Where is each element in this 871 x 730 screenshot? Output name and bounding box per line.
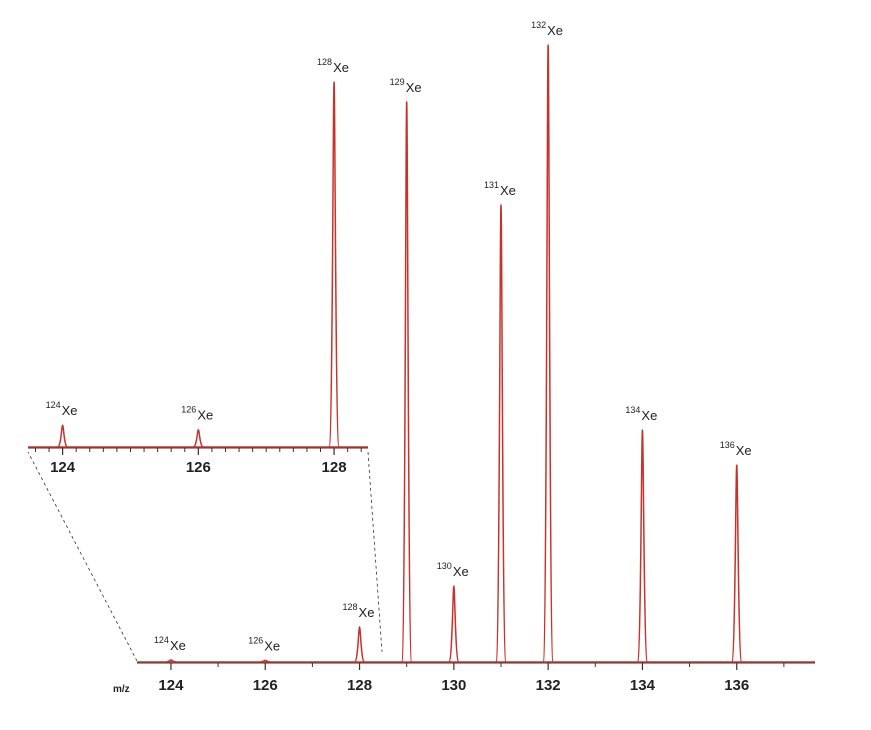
x-tick-label: 130 — [441, 677, 466, 694]
peak — [56, 424, 69, 448]
zoom-line — [367, 451, 383, 653]
peak-label-mass: 128 — [317, 57, 332, 67]
zoom-line — [27, 451, 138, 662]
peak — [495, 203, 507, 663]
peak-label-symbol: Xe — [547, 23, 563, 38]
peak-label-symbol: Xe — [333, 60, 349, 75]
peak-label-mass: 129 — [390, 77, 405, 87]
peak-label-symbol: Xe — [406, 80, 422, 95]
x-tick-label: 124 — [50, 459, 76, 476]
peak-label-symbol: Xe — [197, 408, 213, 423]
peak-label-symbol: Xe — [736, 443, 752, 458]
peak — [192, 428, 204, 448]
peak-label-mass: 126 — [248, 635, 263, 645]
x-tick-label: 128 — [347, 677, 372, 694]
x-axis-label: m/z — [113, 684, 130, 695]
x-tick-label: 134 — [630, 677, 656, 694]
peak — [400, 100, 413, 663]
peak — [542, 44, 554, 663]
peak — [448, 585, 460, 663]
peak — [328, 81, 340, 448]
peak-label-mass: 128 — [343, 602, 358, 612]
peak — [730, 464, 743, 663]
x-tick-label: 126 — [186, 459, 211, 476]
x-tick-label: 126 — [253, 677, 278, 694]
x-tick-label: 128 — [322, 459, 347, 476]
peak-label-mass: 124 — [154, 635, 169, 645]
peak-label-symbol: Xe — [641, 408, 657, 423]
peak-label-symbol: Xe — [359, 605, 375, 620]
x-tick-label: 136 — [724, 677, 749, 694]
peak-label-symbol: Xe — [62, 403, 78, 418]
peak — [165, 659, 176, 663]
peak-label-mass: 126 — [181, 405, 196, 415]
peak-label-symbol: Xe — [264, 638, 280, 653]
x-tick-label: 124 — [158, 677, 184, 694]
peak-label-symbol: Xe — [170, 638, 186, 653]
peak-label-mass: 134 — [625, 405, 640, 415]
peak-label-symbol: Xe — [500, 183, 516, 198]
peak — [636, 429, 649, 663]
peak — [353, 626, 366, 663]
peak-label-symbol: Xe — [453, 564, 469, 579]
x-tick-label: 132 — [536, 677, 561, 694]
peak-label-mass: 130 — [437, 561, 452, 571]
peak-label-mass: 131 — [484, 180, 499, 190]
peak-label-mass: 124 — [46, 400, 61, 410]
peak-label-mass: 136 — [720, 440, 735, 450]
peak-label-mass: 132 — [531, 20, 546, 30]
peak — [260, 659, 271, 663]
